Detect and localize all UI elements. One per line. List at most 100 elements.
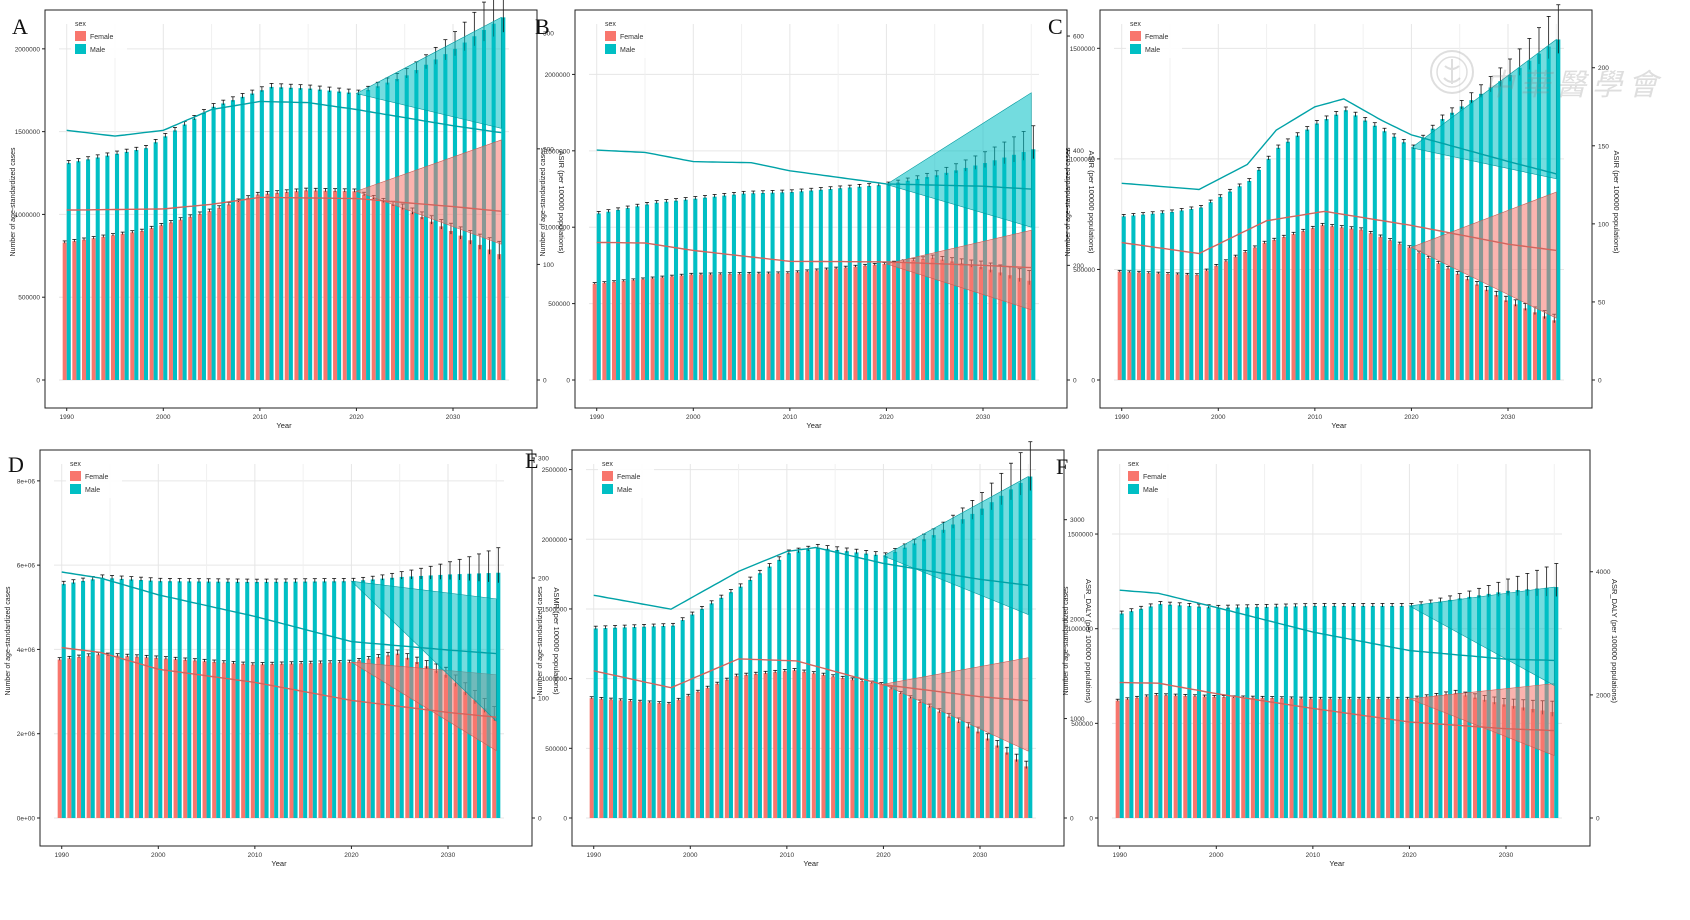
bar-male [770, 192, 775, 380]
bar-female [834, 268, 839, 380]
bar-female [1281, 237, 1286, 380]
bar-male [1324, 119, 1329, 380]
rate-line-female [66, 196, 502, 212]
y-axis-label: Number of age-standardized cases [537, 586, 544, 695]
x-tick-label: 2010 [1308, 414, 1323, 421]
bar-female [956, 721, 961, 818]
bar-male [825, 548, 830, 818]
bar-female [978, 266, 983, 380]
y2-tick-label: 300 [543, 31, 554, 38]
bar-male [177, 581, 182, 818]
bar-female [1521, 707, 1526, 818]
bar-female [173, 659, 178, 818]
bar-male [1148, 606, 1153, 818]
bar-female [1532, 312, 1537, 380]
legend-label-female: Female [620, 34, 643, 41]
bar-female [1117, 271, 1122, 380]
x-axis-label: Year [803, 859, 819, 868]
x-axis: 1990 2000 2010 2020 2030 Year [586, 846, 988, 868]
bar-female [231, 663, 236, 818]
panel-border [571, 449, 1065, 847]
bar-male [960, 519, 965, 818]
bar-female [1223, 261, 1228, 380]
bar-male [915, 178, 920, 380]
bar-male [1390, 605, 1395, 818]
y2-axis-label: ASR_DALY (per 100000 populations) [1084, 579, 1093, 703]
legend: sex Female Male [1124, 458, 1180, 498]
bar-female [1472, 697, 1478, 818]
bar-female [1260, 697, 1265, 818]
bar-male [1351, 605, 1356, 818]
bar-male [979, 508, 985, 818]
bar-female [805, 271, 810, 380]
bar-female [221, 662, 226, 818]
rate-line-male [596, 149, 1032, 190]
bar-female [168, 222, 173, 380]
x-tick-label: 1990 [59, 414, 74, 421]
bar-female [599, 698, 604, 818]
legend-title: sex [75, 21, 86, 28]
y-axis-left: 0e+00 2e+06 4e+06 6e+06 8e+06 Number of age-s… [5, 478, 40, 823]
rate-lines [61, 571, 497, 718]
bar-male [854, 552, 859, 818]
bar-male [622, 627, 627, 818]
bar-female [930, 257, 935, 380]
bar-male [651, 626, 656, 818]
bar-female [1349, 228, 1354, 380]
bar-female [863, 265, 868, 380]
x-axis: 1990 2000 2010 2020 2030 Year [1114, 408, 1516, 430]
bar-male [201, 112, 206, 380]
bar-female [323, 190, 328, 380]
bar-female [414, 662, 420, 818]
bar-female [1134, 697, 1140, 818]
legend-swatch-male [602, 484, 613, 494]
rate-line-female [1119, 681, 1555, 732]
rate-line-male [61, 571, 497, 655]
bar-female [879, 684, 884, 818]
bar-female [727, 273, 732, 380]
bar-male [298, 88, 303, 381]
bar-female [1194, 274, 1199, 380]
panel-a: A 0 500000 1000000 1500000 2000000 Number of a… [10, 0, 566, 430]
bar-female [1301, 231, 1306, 380]
bar-female [1426, 257, 1431, 380]
bar-male [1314, 123, 1319, 380]
bar-male [1160, 212, 1165, 380]
projection-band-male [1410, 38, 1557, 180]
bar-female [628, 700, 633, 818]
bar-male [760, 192, 765, 380]
bar-female [1328, 698, 1333, 818]
bar-male [129, 579, 134, 818]
bar-female [241, 663, 246, 818]
bar-male [1322, 605, 1327, 818]
legend-label-female: Female [90, 34, 113, 41]
bar-female [647, 702, 652, 818]
bar-female [154, 657, 159, 818]
bar-female [328, 662, 333, 818]
bar-female [453, 683, 458, 818]
bar-female [163, 658, 168, 818]
bar-female [969, 265, 974, 380]
bar-female [284, 192, 289, 380]
bar-female [814, 270, 819, 380]
legend-swatch-female [605, 31, 616, 41]
bar-female [1299, 698, 1304, 818]
bar-male [279, 87, 284, 380]
bar-female [698, 274, 703, 380]
bar-female [1368, 233, 1373, 380]
bar-male [886, 184, 891, 380]
bar-male [293, 581, 298, 818]
bar-female [313, 190, 318, 380]
y2-axis-label: ASMR (per 100000 populations) [552, 587, 561, 695]
bar-female [265, 193, 270, 380]
y-tick-label: 1500000 [545, 148, 571, 155]
bar-female [482, 708, 487, 818]
bar-male [1380, 605, 1385, 818]
bar-female [96, 654, 101, 818]
bar-male [1177, 605, 1182, 818]
bar-female [686, 695, 691, 818]
bar-male [1419, 604, 1424, 818]
bar-male [134, 150, 139, 380]
bar-male [230, 100, 235, 380]
bar-male [809, 190, 814, 380]
